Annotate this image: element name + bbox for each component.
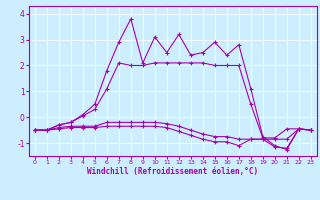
X-axis label: Windchill (Refroidissement éolien,°C): Windchill (Refroidissement éolien,°C) — [87, 167, 258, 176]
